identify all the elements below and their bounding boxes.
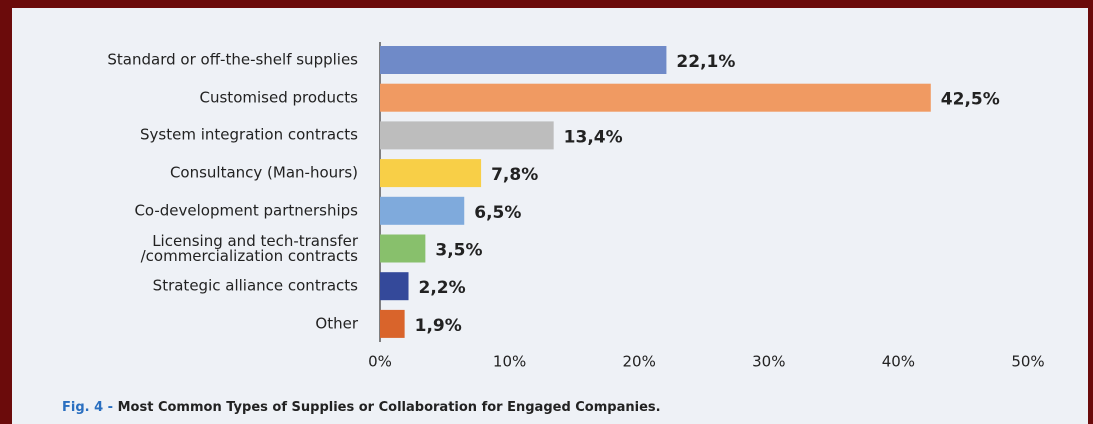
x-tick-label: 50% — [1011, 353, 1044, 371]
value-label: 1,9% — [415, 316, 462, 336]
x-tick-label: 10% — [493, 353, 526, 371]
y-tick-label: System integration contracts — [140, 125, 358, 144]
bar — [380, 46, 667, 74]
chart-title: Most Common Types of Supplies or Collabo… — [117, 400, 661, 415]
bar — [380, 234, 426, 263]
caption: Fig. 4 - Most Common Types of Supplies o… — [62, 400, 661, 415]
value-label: 6,5% — [474, 203, 521, 223]
bar — [380, 159, 482, 188]
y-tick-label: Consultancy (Man-hours) — [169, 163, 358, 182]
bar — [380, 121, 554, 150]
bar — [380, 309, 405, 338]
x-tick-label: 0% — [368, 353, 392, 371]
value-label: 7,8% — [491, 165, 538, 185]
bar — [380, 272, 409, 301]
y-tick-label: Strategic alliance contracts — [152, 276, 358, 295]
bar — [380, 196, 465, 225]
bar — [380, 83, 931, 112]
x-tick-label: 20% — [623, 353, 656, 371]
x-tick-label: 40% — [882, 353, 915, 371]
y-tick-label: Standard or off-the-shelf supplies — [107, 50, 358, 69]
x-tick-label: 30% — [752, 353, 785, 371]
panel — [12, 8, 1088, 424]
y-tick-label: Co-development partnerships — [134, 201, 358, 220]
value-label: 22,1% — [676, 52, 735, 72]
value-label: 42,5% — [941, 90, 1000, 110]
value-label: 13,4% — [564, 127, 623, 147]
value-label: 2,2% — [419, 278, 466, 298]
y-tick-label: Other — [315, 314, 358, 333]
value-label: 3,5% — [435, 241, 482, 261]
figure-label: Fig. 4 - — [62, 400, 114, 415]
y-tick-label: Customised products — [199, 88, 358, 107]
y-tick-label: Licensing and tech-transfer /commerciali… — [140, 231, 358, 265]
